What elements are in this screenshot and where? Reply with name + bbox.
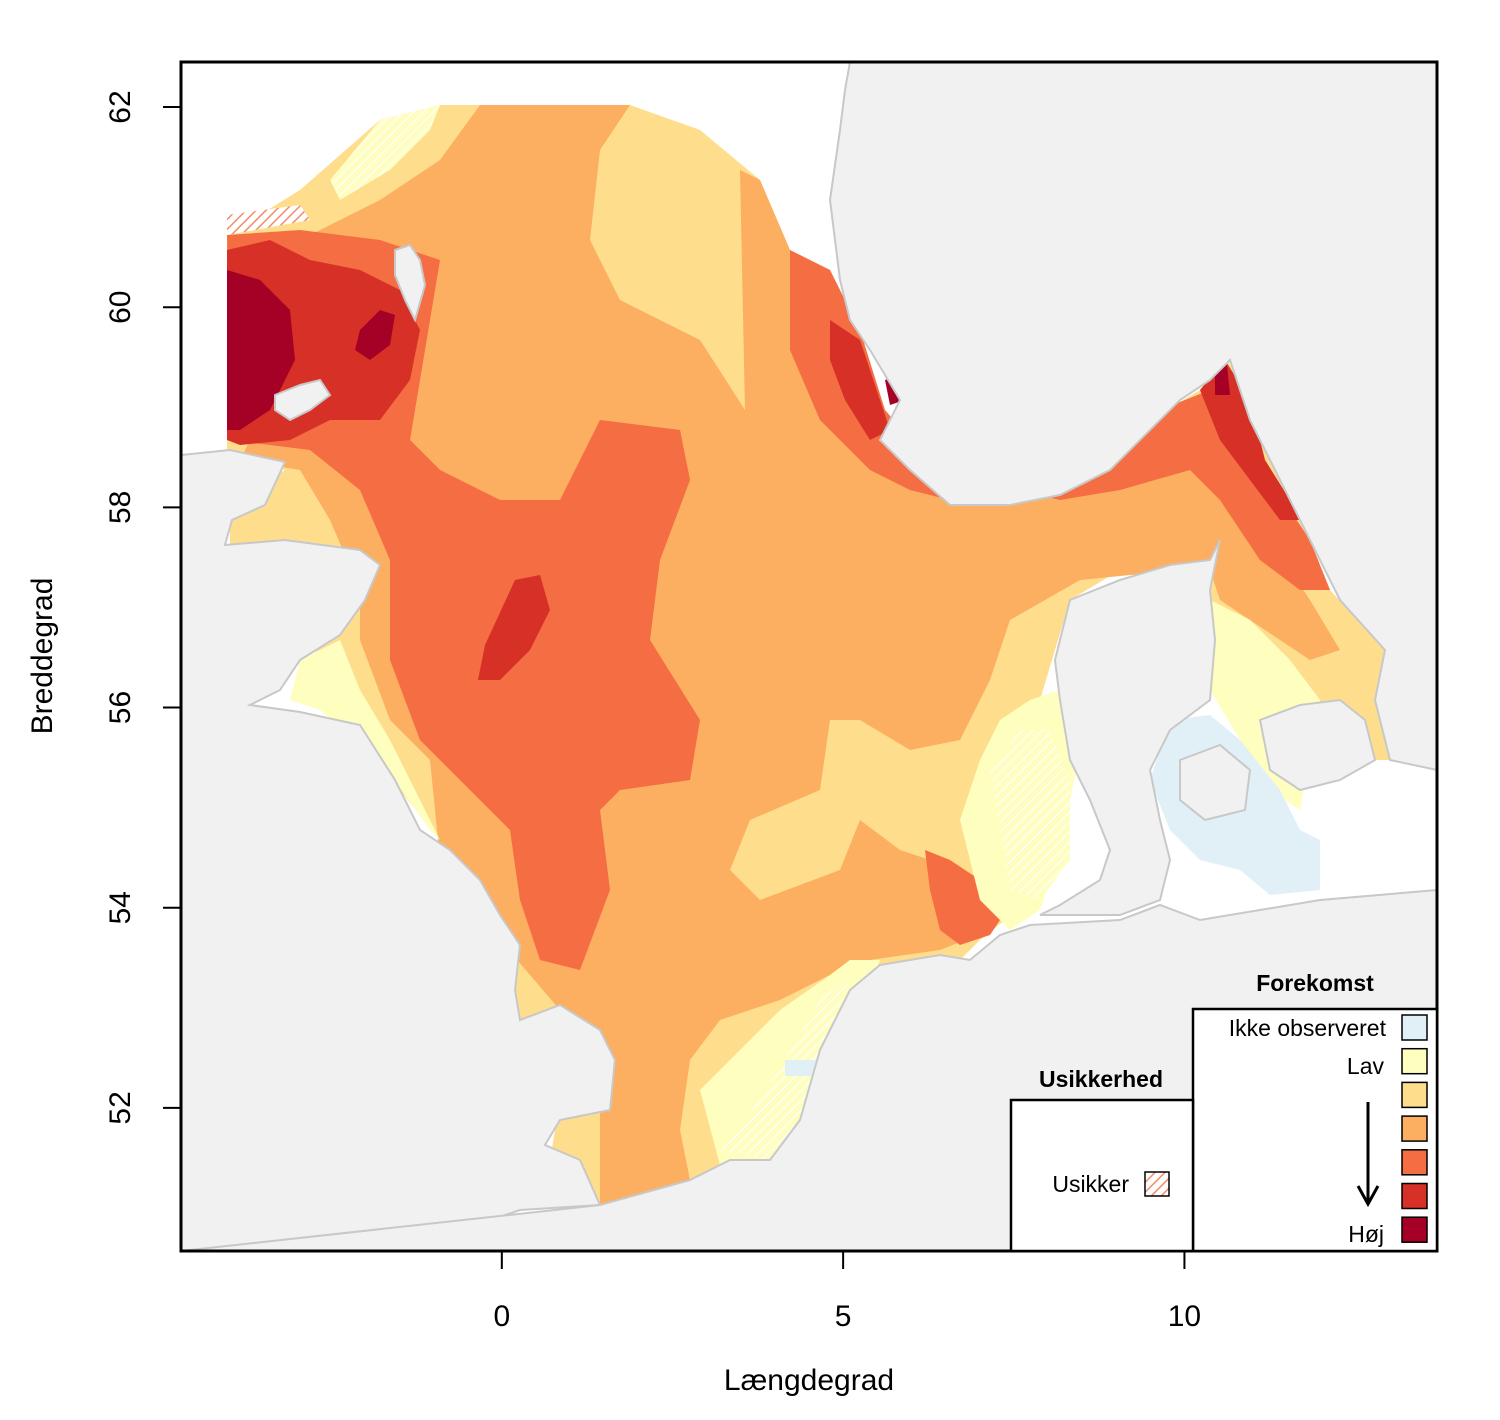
legend-uncertainty: Usikkerhed Usikker bbox=[1009, 1066, 1195, 1253]
occurrence-level-6-shetland bbox=[355, 310, 395, 360]
legend-uncertainty-title: Usikkerhed bbox=[1039, 1066, 1163, 1092]
legend-occurrence-title: Forekomst bbox=[1256, 970, 1374, 996]
x-tick-label: 5 bbox=[835, 1300, 852, 1333]
legend-uncertainty-box bbox=[1009, 1098, 1195, 1253]
x-tick-label: 10 bbox=[1168, 1300, 1201, 1333]
legend-swatches bbox=[1401, 1014, 1428, 1243]
legend-occurrence-box bbox=[1191, 1007, 1439, 1253]
legend-uncertain-swatch bbox=[1144, 1171, 1170, 1197]
x-tick-label: 0 bbox=[493, 1300, 510, 1333]
legend-uncertain-label: Usikker bbox=[1052, 1171, 1129, 1197]
y-axis: 52 54 56 58 60 62 bbox=[104, 90, 181, 1125]
legend-high-label: Høj bbox=[1348, 1221, 1384, 1247]
uncertain-area-nw bbox=[227, 205, 310, 235]
y-tick-label: 56 bbox=[104, 691, 137, 724]
legend-swatch-4 bbox=[1401, 1149, 1428, 1176]
x-axis-label: Længdegrad bbox=[724, 1364, 894, 1397]
occurrence-level-5-norway bbox=[830, 320, 890, 440]
legend-occurrence: Forekomst Ikke observeret Lav Høj bbox=[1191, 970, 1439, 1253]
uncertain-area-east bbox=[990, 730, 1070, 900]
land-shetland bbox=[394, 243, 427, 323]
y-tick-label: 60 bbox=[104, 291, 137, 324]
legend-swatch-2 bbox=[1401, 1081, 1428, 1109]
land-denmark bbox=[1039, 539, 1221, 916]
occurrence-level-4-east bbox=[925, 850, 1000, 945]
legend-low-label: Lav bbox=[1347, 1053, 1385, 1079]
y-axis-label: Breddegrad bbox=[26, 578, 59, 735]
legend-arrow bbox=[1356, 1102, 1380, 1208]
y-tick-label: 62 bbox=[104, 90, 137, 123]
occurrence-level-5-sweden bbox=[1200, 360, 1300, 520]
land-great-britain bbox=[181, 448, 617, 1251]
legend-swatch-3 bbox=[1401, 1115, 1428, 1142]
occurrence-level-6 bbox=[227, 270, 295, 430]
x-axis: 0 5 10 bbox=[493, 1251, 1201, 1333]
legend-swatch-1 bbox=[1401, 1047, 1428, 1075]
plot-frame bbox=[179, 60, 1439, 1253]
legend-not-observed-label: Ikke observeret bbox=[1229, 1015, 1387, 1041]
land-scandinavia bbox=[828, 62, 1437, 772]
land-orkney bbox=[274, 378, 332, 422]
legend-swatch-5 bbox=[1401, 1182, 1428, 1210]
legend-swatch-6 bbox=[1401, 1216, 1428, 1243]
uncertain-area-north bbox=[330, 105, 440, 200]
occurrence-level-5-channel bbox=[478, 575, 550, 680]
legend-swatch-0 bbox=[1401, 1014, 1428, 1041]
occurrence-layers bbox=[227, 105, 1390, 1205]
y-tick-label: 54 bbox=[104, 891, 137, 924]
y-tick-label: 58 bbox=[104, 491, 137, 524]
y-tick-label: 52 bbox=[104, 1091, 137, 1124]
land-zealand bbox=[1258, 698, 1377, 792]
land-danish-islands bbox=[1179, 743, 1252, 822]
